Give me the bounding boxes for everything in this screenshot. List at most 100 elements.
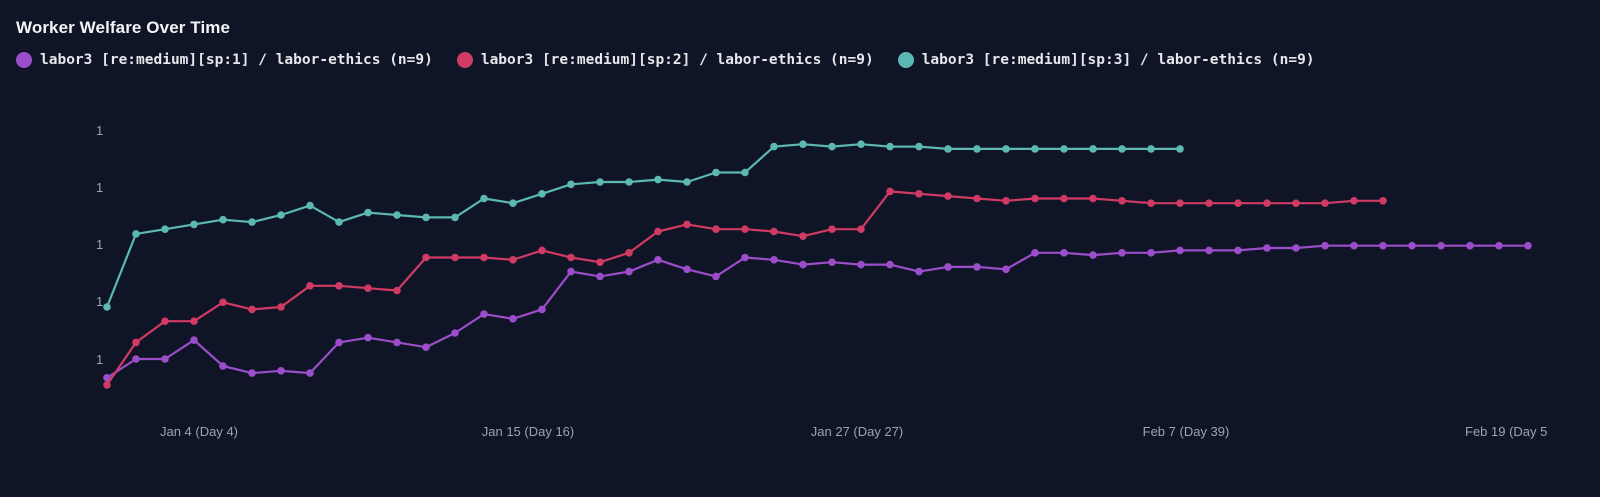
data-point[interactable] <box>277 211 285 219</box>
data-point[interactable] <box>1147 199 1155 207</box>
data-point[interactable] <box>190 317 198 326</box>
data-point[interactable] <box>248 305 256 314</box>
data-point[interactable] <box>393 338 401 347</box>
data-point[interactable] <box>306 282 314 290</box>
data-point[interactable] <box>1205 199 1213 207</box>
data-point[interactable] <box>1089 251 1097 259</box>
data-point[interactable] <box>1118 197 1126 205</box>
data-point[interactable] <box>973 263 981 271</box>
data-point[interactable] <box>364 333 372 342</box>
data-point[interactable] <box>277 367 285 375</box>
data-point[interactable] <box>944 263 952 271</box>
data-point[interactable] <box>219 362 227 370</box>
data-point[interactable] <box>886 142 894 151</box>
data-point[interactable] <box>103 374 111 382</box>
data-point[interactable] <box>1379 241 1387 250</box>
data-point[interactable] <box>1350 241 1358 250</box>
data-point[interactable] <box>1292 244 1300 252</box>
data-point[interactable] <box>103 381 111 389</box>
data-point[interactable] <box>886 260 894 269</box>
data-point[interactable] <box>857 260 865 269</box>
data-point[interactable] <box>654 227 662 236</box>
data-point[interactable] <box>1524 241 1532 250</box>
data-point[interactable] <box>451 329 459 337</box>
data-point[interactable] <box>480 194 488 203</box>
data-point[interactable] <box>741 253 749 262</box>
data-point[interactable] <box>1437 241 1445 250</box>
data-point[interactable] <box>973 145 981 153</box>
data-point[interactable] <box>509 315 517 323</box>
data-point[interactable] <box>654 175 662 184</box>
data-point[interactable] <box>712 272 720 281</box>
data-point[interactable] <box>1002 197 1010 205</box>
data-point[interactable] <box>1118 249 1126 257</box>
data-point[interactable] <box>1263 244 1271 252</box>
data-point[interactable] <box>1205 246 1213 255</box>
data-point[interactable] <box>1466 241 1474 250</box>
data-point[interactable] <box>828 225 836 233</box>
data-point[interactable] <box>1495 241 1503 250</box>
data-point[interactable] <box>1060 194 1068 203</box>
data-point[interactable] <box>393 286 401 295</box>
data-point[interactable] <box>1031 194 1039 203</box>
data-point[interactable] <box>1147 249 1155 257</box>
data-point[interactable] <box>973 194 981 203</box>
data-point[interactable] <box>857 225 865 233</box>
data-point[interactable] <box>567 180 575 189</box>
data-point[interactable] <box>857 140 865 148</box>
data-point[interactable] <box>1089 145 1097 153</box>
data-point[interactable] <box>770 255 778 264</box>
legend-item-sp2[interactable]: labor3 [re:medium][sp:2] / labor-ethics … <box>456 52 874 68</box>
data-point[interactable] <box>712 168 720 177</box>
data-point[interactable] <box>190 220 198 229</box>
data-point[interactable] <box>538 305 546 314</box>
data-point[interactable] <box>1292 199 1300 207</box>
data-point[interactable] <box>1176 145 1184 153</box>
data-point[interactable] <box>1234 246 1242 255</box>
data-point[interactable] <box>306 201 314 210</box>
data-point[interactable] <box>654 255 662 264</box>
data-point[interactable] <box>1321 241 1329 250</box>
data-point[interactable] <box>1350 197 1358 205</box>
data-point[interactable] <box>1118 145 1126 153</box>
data-point[interactable] <box>248 218 256 226</box>
data-point[interactable] <box>683 220 691 229</box>
data-point[interactable] <box>683 265 691 274</box>
data-point[interactable] <box>1147 145 1155 153</box>
data-point[interactable] <box>364 284 372 293</box>
data-point[interactable] <box>567 253 575 262</box>
data-point[interactable] <box>1089 194 1097 203</box>
data-point[interactable] <box>915 142 923 151</box>
data-point[interactable] <box>944 192 952 200</box>
data-point[interactable] <box>393 211 401 219</box>
data-point[interactable] <box>1060 249 1068 257</box>
data-point[interactable] <box>132 338 140 347</box>
data-point[interactable] <box>799 260 807 269</box>
data-point[interactable] <box>480 253 488 262</box>
data-point[interactable] <box>161 317 169 326</box>
data-point[interactable] <box>277 303 285 311</box>
data-point[interactable] <box>915 267 923 276</box>
data-point[interactable] <box>1002 145 1010 153</box>
data-point[interactable] <box>190 336 198 344</box>
data-point[interactable] <box>132 355 140 363</box>
data-point[interactable] <box>219 215 227 224</box>
data-point[interactable] <box>509 199 517 207</box>
data-point[interactable] <box>451 253 459 262</box>
data-point[interactable] <box>828 258 836 267</box>
data-point[interactable] <box>1234 199 1242 207</box>
data-point[interactable] <box>364 208 372 217</box>
data-point[interactable] <box>712 225 720 233</box>
data-point[interactable] <box>799 140 807 148</box>
data-point[interactable] <box>335 338 343 347</box>
data-point[interactable] <box>1321 199 1329 207</box>
data-point[interactable] <box>132 230 140 238</box>
data-point[interactable] <box>1002 265 1010 274</box>
data-point[interactable] <box>335 218 343 226</box>
data-point[interactable] <box>103 303 111 311</box>
data-point[interactable] <box>306 369 314 377</box>
data-point[interactable] <box>799 232 807 240</box>
data-point[interactable] <box>1408 241 1416 250</box>
data-point[interactable] <box>596 178 604 186</box>
data-point[interactable] <box>248 369 256 377</box>
